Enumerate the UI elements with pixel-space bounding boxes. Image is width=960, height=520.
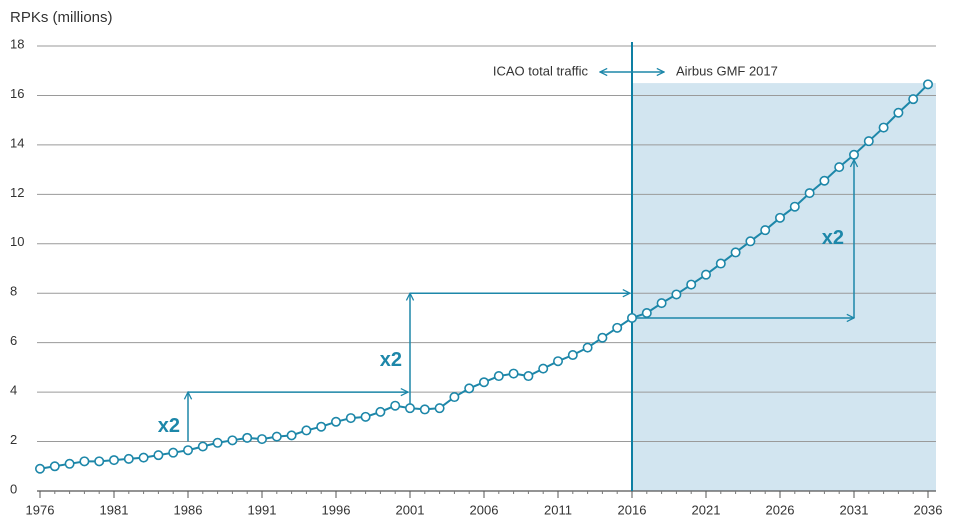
data-point	[49, 461, 60, 472]
data-point	[64, 458, 75, 469]
data-point	[908, 94, 919, 105]
x-tick-label: 1986	[174, 502, 203, 517]
data-point	[656, 298, 667, 309]
data-point	[404, 403, 415, 414]
data-point	[360, 411, 371, 422]
x-tick-label: 2011	[544, 502, 572, 517]
data-point	[79, 456, 90, 467]
data-point	[700, 269, 711, 280]
data-point	[138, 452, 149, 463]
data-point	[168, 447, 179, 458]
data-point	[34, 463, 45, 474]
data-point	[94, 456, 105, 467]
data-point	[478, 377, 489, 388]
data-point	[242, 432, 253, 443]
data-point	[671, 289, 682, 300]
data-point	[227, 435, 238, 446]
data-point	[597, 332, 608, 343]
data-point	[419, 404, 430, 415]
data-point	[612, 322, 623, 333]
data-point	[493, 371, 504, 382]
data-point	[922, 79, 933, 90]
data-point	[834, 162, 845, 173]
data-point	[286, 430, 297, 441]
data-point	[345, 413, 356, 424]
x-tick-label: 2021	[692, 502, 721, 517]
x-tick-label: 2001	[396, 502, 425, 517]
x-tick-label: 1981	[100, 502, 129, 517]
data-point	[523, 371, 534, 382]
data-point	[449, 392, 460, 403]
x-tick-label: 2026	[766, 502, 795, 517]
data-point	[330, 416, 341, 427]
data-point	[109, 455, 120, 466]
y-tick-label: 2	[10, 432, 17, 447]
y-tick-label: 12	[10, 185, 24, 200]
data-point	[804, 188, 815, 199]
data-point	[538, 363, 549, 374]
data-point	[745, 236, 756, 247]
data-point	[582, 342, 593, 353]
data-point	[123, 453, 134, 464]
data-point	[730, 247, 741, 258]
data-point	[789, 201, 800, 212]
data-point	[183, 445, 194, 456]
data-point	[760, 225, 771, 236]
data-point	[390, 400, 401, 411]
data-point	[153, 450, 164, 461]
data-point	[878, 122, 889, 133]
data-point	[686, 279, 697, 290]
divider-left-label: ICAO total traffic	[493, 63, 589, 78]
x-tick-label: 1976	[26, 502, 55, 517]
data-point	[715, 258, 726, 269]
y-tick-label: 4	[10, 383, 17, 398]
data-point	[316, 421, 327, 432]
forecast-region	[632, 83, 936, 491]
y-tick-label: 16	[10, 86, 24, 101]
data-point	[626, 312, 637, 323]
data-point	[301, 425, 312, 436]
x-tick-label: 1991	[248, 502, 277, 517]
x-tick-label: 2016	[618, 502, 647, 517]
data-point	[256, 434, 267, 445]
data-point	[567, 350, 578, 361]
data-point	[212, 437, 223, 448]
data-point	[552, 356, 563, 367]
x-tick-label: 1996	[322, 502, 351, 517]
y-tick-label: 6	[10, 333, 17, 348]
divider-right-label: Airbus GMF 2017	[676, 63, 778, 78]
data-point	[271, 431, 282, 442]
data-point	[434, 403, 445, 414]
data-point	[819, 175, 830, 186]
y-axis-title: RPKs (millions)	[10, 9, 113, 26]
data-point	[508, 368, 519, 379]
y-tick-label: 8	[10, 284, 17, 299]
y-tick-label: 14	[10, 135, 24, 150]
data-point	[848, 149, 859, 160]
y-tick-label: 0	[10, 481, 17, 496]
doubling-label: x2	[380, 349, 402, 371]
data-point	[641, 307, 652, 318]
data-point	[375, 406, 386, 417]
doubling-label: x2	[822, 227, 844, 249]
data-point	[893, 107, 904, 118]
y-tick-label: 10	[10, 234, 24, 249]
data-point	[197, 441, 208, 452]
x-tick-label: 2036	[914, 502, 943, 517]
data-point	[774, 212, 785, 223]
data-point	[464, 383, 475, 394]
x-tick-label: 2006	[470, 502, 499, 517]
doubling-label: x2	[158, 415, 180, 437]
y-tick-label: 18	[10, 36, 24, 51]
data-point	[863, 136, 874, 147]
x-tick-label: 2031	[840, 502, 869, 517]
